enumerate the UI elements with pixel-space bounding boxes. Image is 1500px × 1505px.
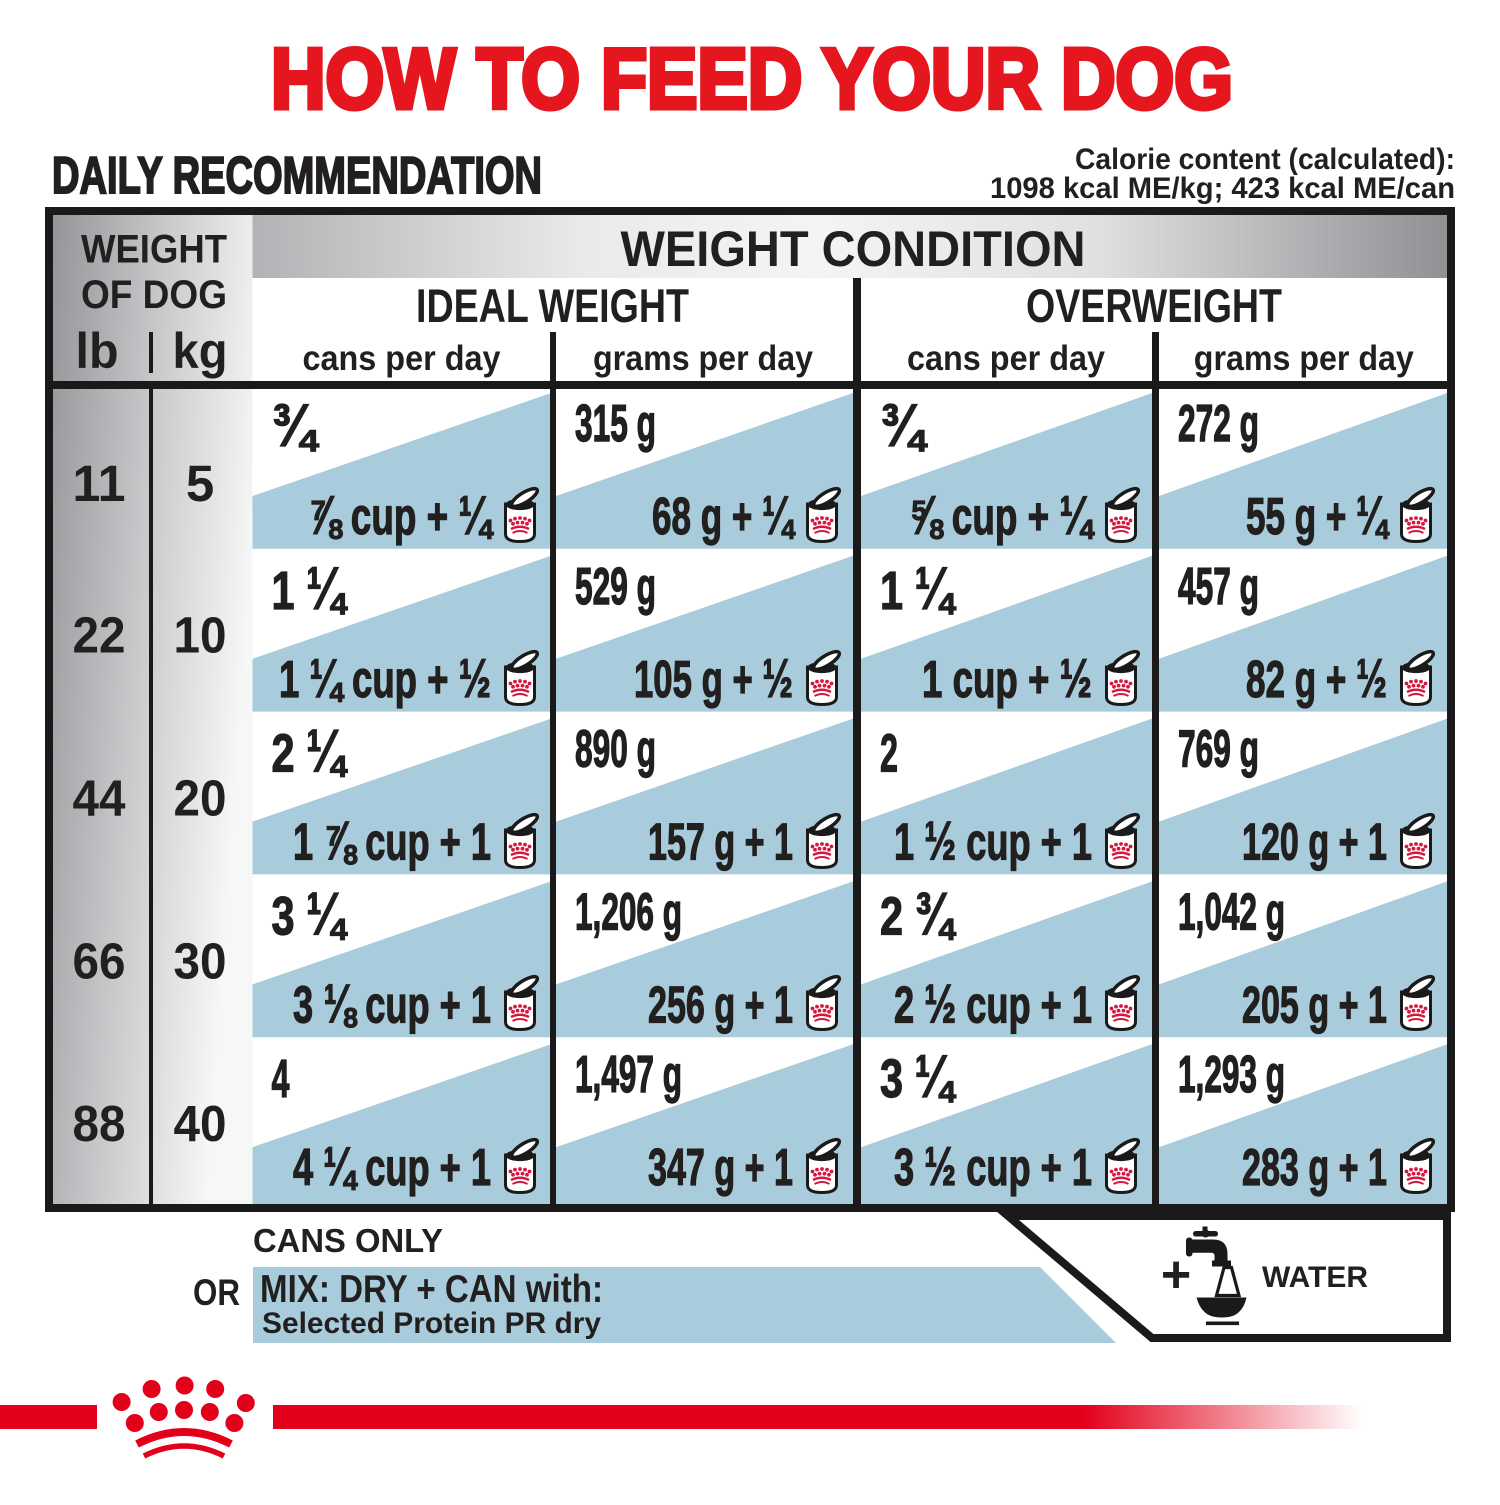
svg-text:55 g + ¼: 55 g + ¼	[1246, 484, 1390, 546]
svg-text:88: 88	[73, 1095, 126, 1152]
svg-text:283 g + 1: 283 g + 1	[1242, 1139, 1387, 1197]
svg-text:grams per day: grams per day	[593, 339, 813, 378]
svg-text:272 g: 272 g	[1178, 395, 1259, 453]
svg-text:3 ½ cup + 1: 3 ½ cup + 1	[894, 1135, 1092, 1197]
svg-text:347 g + 1: 347 g + 1	[648, 1139, 793, 1197]
svg-text:1 cup + ½: 1 cup + ½	[922, 647, 1092, 709]
svg-text:CANS ONLY: CANS ONLY	[253, 1222, 443, 1259]
svg-text:2 ¼: 2 ¼	[272, 718, 349, 785]
svg-text:HOW TO FEED YOUR DOG: HOW TO FEED YOUR DOG	[271, 32, 1233, 127]
svg-text:lb: lb	[76, 323, 119, 379]
svg-text:205 g + 1: 205 g + 1	[1242, 976, 1387, 1034]
svg-text:256 g + 1: 256 g + 1	[648, 976, 793, 1034]
svg-text:⅞ cup + ¼: ⅞ cup + ¼	[308, 484, 494, 546]
svg-text:769 g: 769 g	[1178, 721, 1259, 779]
svg-text:Selected Protein PR dry: Selected Protein PR dry	[262, 1307, 601, 1340]
svg-text:+: +	[1161, 1246, 1191, 1304]
svg-text:2 ¾: 2 ¾	[880, 880, 957, 947]
svg-text:105 g + ½: 105 g + ½	[634, 647, 793, 709]
svg-text:OR: OR	[193, 1272, 240, 1313]
svg-text:2: 2	[880, 724, 898, 784]
svg-text:1 ¼: 1 ¼	[272, 555, 349, 622]
svg-text:3 ¼: 3 ¼	[272, 880, 349, 947]
svg-text:1,293 g: 1,293 g	[1178, 1046, 1285, 1104]
svg-text:20: 20	[174, 770, 227, 827]
svg-text:40: 40	[174, 1095, 227, 1152]
svg-text:DAILY RECOMMENDATION: DAILY RECOMMENDATION	[52, 147, 542, 205]
svg-text:MIX: DRY + CAN with:: MIX: DRY + CAN with:	[260, 1268, 603, 1311]
svg-text:grams per day: grams per day	[1194, 339, 1414, 378]
svg-text:3 ¼: 3 ¼	[880, 1043, 957, 1110]
svg-text:cans per day: cans per day	[907, 339, 1105, 378]
svg-text:1 ½ cup + 1: 1 ½ cup + 1	[894, 810, 1092, 872]
svg-text:44: 44	[73, 770, 127, 827]
svg-text:22: 22	[73, 607, 126, 664]
svg-text:1098 kcal ME/kg; 423 kcal ME/c: 1098 kcal ME/kg; 423 kcal ME/can	[990, 172, 1455, 205]
svg-text:10: 10	[174, 607, 227, 664]
svg-text:66: 66	[73, 932, 126, 989]
svg-text:OVERWEIGHT: OVERWEIGHT	[1026, 279, 1282, 332]
svg-text:WEIGHT CONDITION: WEIGHT CONDITION	[621, 221, 1086, 277]
svg-text:1 ¼: 1 ¼	[880, 555, 957, 622]
svg-text:IDEAL WEIGHT: IDEAL WEIGHT	[416, 279, 689, 332]
svg-text:30: 30	[174, 932, 227, 989]
svg-text:82 g + ½: 82 g + ½	[1246, 647, 1387, 709]
svg-text:4: 4	[272, 1049, 290, 1109]
svg-text:529 g: 529 g	[575, 558, 656, 616]
svg-text:315 g: 315 g	[575, 395, 656, 453]
svg-text:1 ⅞ cup + 1: 1 ⅞ cup + 1	[293, 810, 491, 872]
svg-text:WEIGHT: WEIGHT	[81, 228, 227, 272]
svg-text:157 g + 1: 157 g + 1	[648, 814, 793, 872]
svg-text:¾: ¾	[272, 392, 320, 459]
svg-text:1,042 g: 1,042 g	[1178, 883, 1285, 941]
svg-text:1,497 g: 1,497 g	[575, 1046, 682, 1104]
svg-text:2 ½ cup + 1: 2 ½ cup + 1	[894, 972, 1092, 1034]
svg-text:3 ⅛ cup + 1: 3 ⅛ cup + 1	[293, 972, 491, 1034]
svg-text:1,206 g: 1,206 g	[575, 883, 682, 941]
svg-text:11: 11	[73, 455, 126, 512]
svg-text:cans per day: cans per day	[303, 339, 501, 378]
svg-text:OF DOG: OF DOG	[81, 273, 227, 317]
svg-text:5: 5	[186, 455, 214, 512]
svg-text:Calorie content (calculated):: Calorie content (calculated):	[1075, 143, 1455, 176]
svg-text:4 ¼ cup + 1: 4 ¼ cup + 1	[293, 1135, 491, 1197]
svg-text:¾: ¾	[880, 392, 928, 459]
svg-text:WATER: WATER	[1262, 1261, 1368, 1294]
svg-text:457 g: 457 g	[1178, 558, 1259, 616]
svg-text:kg: kg	[173, 323, 228, 379]
svg-text:68 g + ¼: 68 g + ¼	[652, 484, 796, 546]
svg-text:120 g + 1: 120 g + 1	[1242, 814, 1387, 872]
svg-text:⅝ cup + ¼: ⅝ cup + ¼	[909, 484, 1095, 546]
svg-text:1 ¼ cup + ½: 1 ¼ cup + ½	[279, 647, 491, 709]
svg-text:890 g: 890 g	[575, 721, 656, 779]
